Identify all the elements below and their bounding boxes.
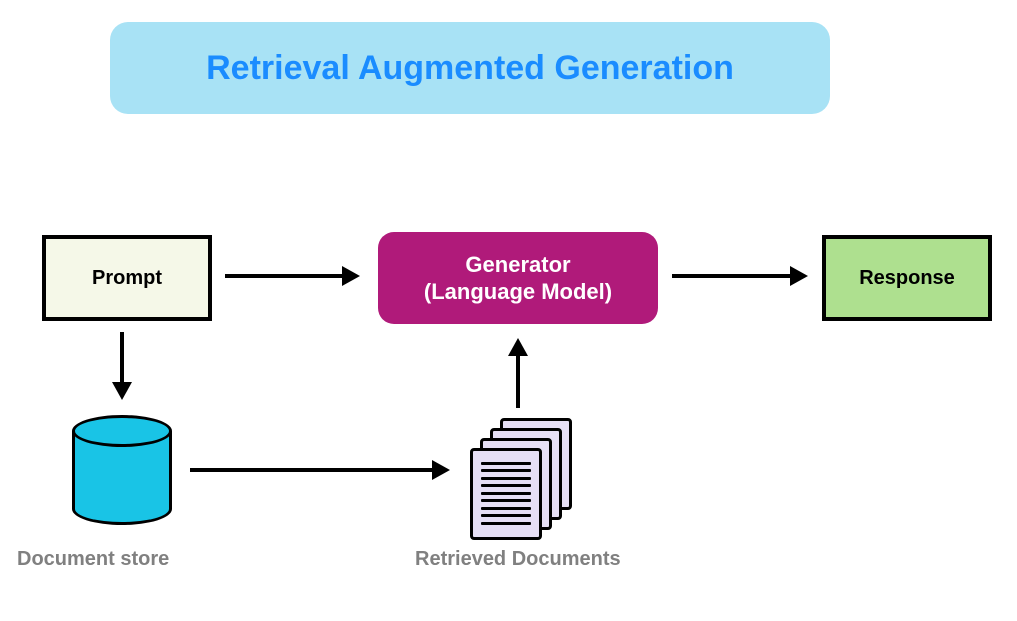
edge-docstore-to-documents (190, 468, 434, 472)
document-line-icon (481, 522, 531, 525)
document-line-icon (481, 462, 531, 465)
title-banner: Retrieval Augmented Generation (110, 22, 830, 114)
arrowhead-generator-to-response (790, 266, 808, 286)
node-response-label: Response (859, 266, 955, 291)
document-line-icon (481, 514, 531, 517)
title-text: Retrieval Augmented Generation (206, 49, 734, 88)
generator-label-line2: (Language Model) (424, 278, 612, 306)
document-line-icon (481, 492, 531, 495)
generator-label-line1: Generator (424, 251, 612, 279)
retrieved-documents-label: Retrieved Documents (415, 548, 621, 571)
arrowhead-prompt-to-generator (342, 266, 360, 286)
cylinder-top-icon (72, 415, 172, 447)
node-response: Response (822, 235, 992, 321)
diagram-canvas: Retrieval Augmented Generation Prompt Ge… (0, 0, 1017, 621)
document-line-icon (481, 507, 531, 510)
document-line-icon (481, 469, 531, 472)
edge-documents-to-generator (516, 354, 520, 408)
document-line-icon (481, 499, 531, 502)
cylinder-bottom-icon (72, 493, 172, 525)
document-icon (470, 448, 542, 540)
node-generator: Generator (Language Model) (378, 232, 658, 324)
node-prompt: Prompt (42, 235, 212, 321)
node-prompt-label: Prompt (92, 266, 162, 291)
document-store-label: Document store (17, 548, 169, 571)
document-line-icon (481, 484, 531, 487)
edge-generator-to-response (672, 274, 792, 278)
edge-prompt-to-docstore (120, 332, 124, 384)
arrowhead-prompt-to-docstore (112, 382, 132, 400)
arrowhead-documents-to-generator (508, 338, 528, 356)
edge-prompt-to-generator (225, 274, 344, 278)
arrowhead-docstore-to-documents (432, 460, 450, 480)
node-generator-label: Generator (Language Model) (424, 251, 612, 306)
document-line-icon (481, 477, 531, 480)
